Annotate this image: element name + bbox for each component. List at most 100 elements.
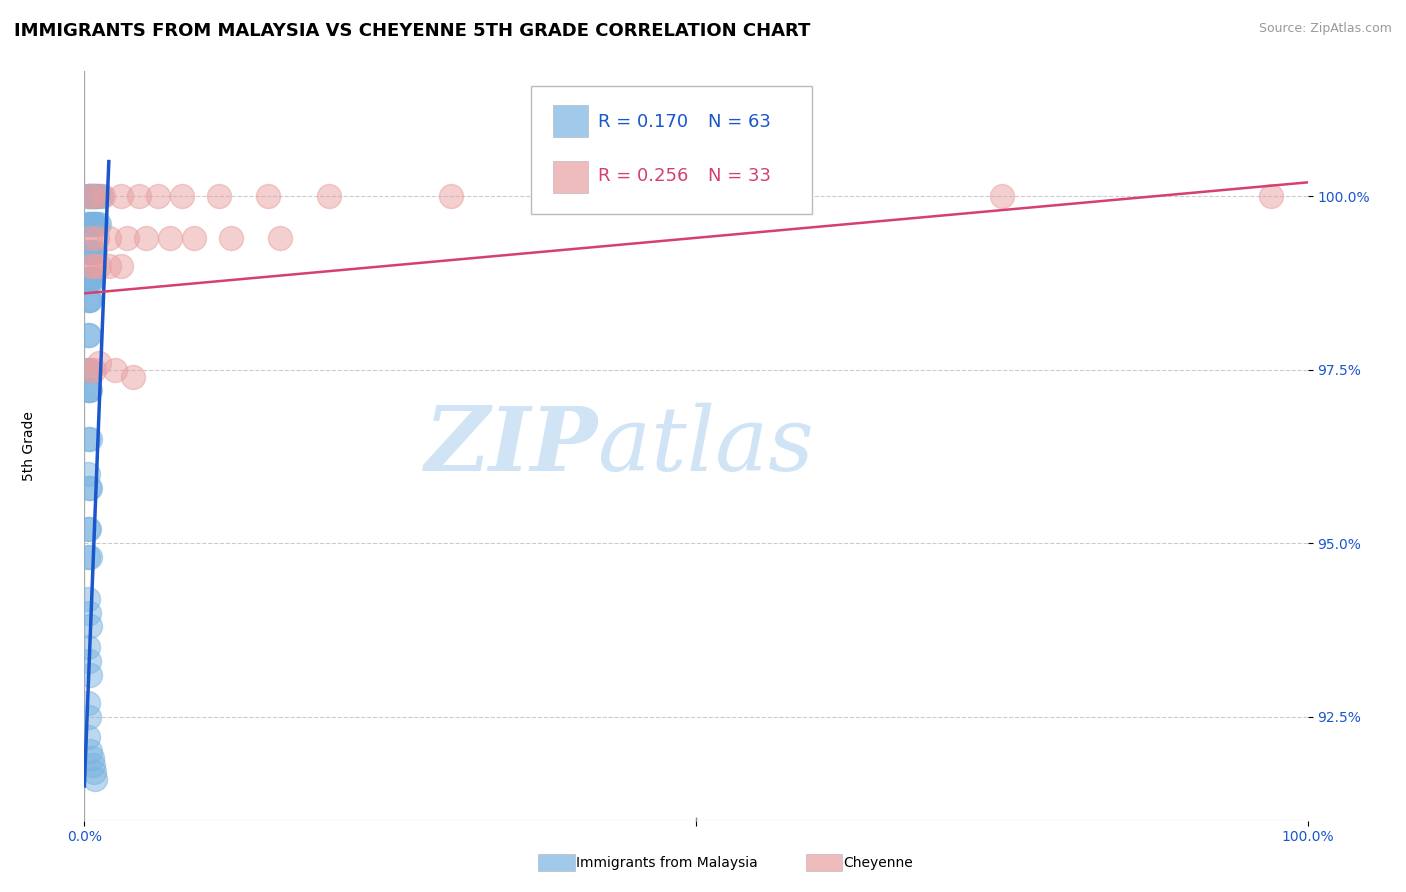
- Point: [83, 362, 105, 376]
- Point: [79, 744, 101, 758]
- Point: [80, 272, 103, 286]
- Point: [115, 231, 138, 245]
- Point: [77, 731, 100, 745]
- Point: [77, 189, 100, 203]
- Point: [79, 189, 101, 203]
- Point: [219, 231, 242, 245]
- Point: [77, 293, 100, 308]
- Point: [135, 231, 157, 245]
- Point: [80, 217, 103, 231]
- Point: [77, 293, 100, 308]
- Point: [77, 549, 100, 564]
- Text: R = 0.256: R = 0.256: [598, 168, 689, 186]
- Point: [159, 231, 181, 245]
- Point: [83, 189, 105, 203]
- Point: [80, 189, 103, 203]
- Point: [77, 384, 100, 398]
- Point: [208, 189, 231, 203]
- Point: [84, 189, 107, 203]
- Point: [79, 189, 101, 203]
- Point: [79, 272, 101, 286]
- Point: [77, 272, 100, 286]
- Point: [83, 765, 105, 780]
- Point: [84, 772, 107, 786]
- Point: [79, 432, 101, 446]
- Point: [90, 189, 112, 203]
- Text: Immigrants from Malaysia: Immigrants from Malaysia: [576, 855, 758, 870]
- Point: [128, 189, 150, 203]
- Point: [77, 384, 100, 398]
- Text: Source: ZipAtlas.com: Source: ZipAtlas.com: [1258, 22, 1392, 36]
- Point: [77, 362, 100, 376]
- Point: [77, 432, 100, 446]
- Point: [77, 522, 100, 536]
- Text: R = 0.170: R = 0.170: [598, 112, 689, 130]
- Point: [77, 522, 100, 536]
- Point: [269, 231, 291, 245]
- Point: [82, 272, 104, 286]
- FancyBboxPatch shape: [553, 105, 588, 136]
- Point: [440, 189, 463, 203]
- Point: [77, 481, 100, 495]
- Point: [1260, 189, 1282, 203]
- Point: [77, 606, 100, 620]
- Point: [122, 369, 145, 384]
- Point: [79, 384, 101, 398]
- Point: [80, 751, 103, 765]
- Point: [82, 244, 104, 259]
- Point: [91, 189, 114, 203]
- Point: [79, 619, 101, 633]
- Point: [77, 640, 100, 655]
- FancyBboxPatch shape: [531, 87, 813, 214]
- Point: [79, 293, 101, 308]
- Point: [110, 259, 132, 273]
- Point: [84, 217, 107, 231]
- Point: [77, 696, 100, 710]
- Point: [86, 189, 108, 203]
- Point: [991, 189, 1014, 203]
- Point: [685, 189, 707, 203]
- Text: N = 63: N = 63: [709, 112, 770, 130]
- Point: [87, 259, 110, 273]
- Text: Cheyenne: Cheyenne: [844, 855, 914, 870]
- Point: [77, 591, 100, 606]
- Point: [87, 217, 110, 231]
- Point: [77, 189, 100, 203]
- Point: [87, 356, 110, 370]
- Point: [87, 189, 110, 203]
- Point: [77, 244, 100, 259]
- Point: [82, 189, 104, 203]
- Point: [83, 217, 105, 231]
- Point: [83, 189, 105, 203]
- Point: [79, 668, 101, 682]
- Point: [77, 217, 100, 231]
- Point: [183, 231, 205, 245]
- Point: [77, 328, 100, 343]
- Point: [83, 259, 105, 273]
- Point: [77, 244, 100, 259]
- Text: 5th Grade: 5th Grade: [22, 411, 37, 481]
- Point: [97, 259, 120, 273]
- Point: [77, 467, 100, 481]
- Point: [257, 189, 280, 203]
- Point: [77, 654, 100, 668]
- FancyBboxPatch shape: [553, 161, 588, 193]
- Text: atlas: atlas: [598, 402, 814, 490]
- Point: [79, 231, 101, 245]
- Point: [77, 362, 100, 376]
- Point: [82, 758, 104, 772]
- Point: [79, 362, 101, 376]
- Point: [146, 189, 169, 203]
- Point: [110, 189, 132, 203]
- Point: [97, 231, 120, 245]
- Point: [77, 217, 100, 231]
- Point: [104, 362, 127, 376]
- Text: ZIP: ZIP: [425, 403, 598, 489]
- Point: [79, 259, 101, 273]
- Text: IMMIGRANTS FROM MALAYSIA VS CHEYENNE 5TH GRADE CORRELATION CHART: IMMIGRANTS FROM MALAYSIA VS CHEYENNE 5TH…: [14, 22, 810, 40]
- Point: [79, 481, 101, 495]
- Point: [86, 231, 108, 245]
- Point: [77, 328, 100, 343]
- Point: [318, 189, 340, 203]
- Point: [77, 709, 100, 723]
